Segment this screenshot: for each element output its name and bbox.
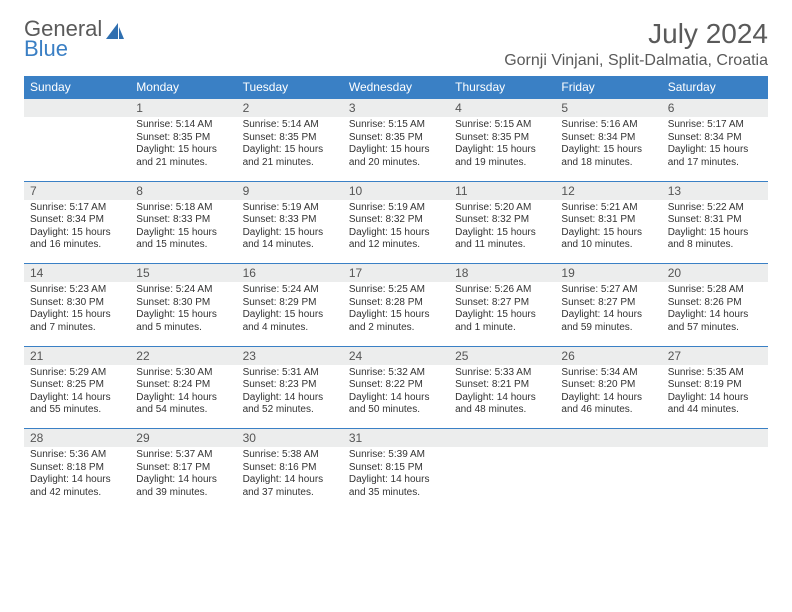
header: General Blue July 2024 Gornji Vinjani, S… (24, 18, 768, 70)
day-number: 10 (343, 181, 449, 200)
day-cell: Sunrise: 5:22 AM Sunset: 8:31 PM Dayligh… (662, 200, 768, 264)
location: Gornji Vinjani, Split-Dalmatia, Croatia (504, 52, 768, 70)
day-number: 7 (24, 181, 130, 200)
day-cell: Sunrise: 5:19 AM Sunset: 8:32 PM Dayligh… (343, 200, 449, 264)
day-number: 6 (662, 99, 768, 118)
day-cell: Sunrise: 5:20 AM Sunset: 8:32 PM Dayligh… (449, 200, 555, 264)
day-cell: Sunrise: 5:17 AM Sunset: 8:34 PM Dayligh… (662, 117, 768, 181)
month-title: July 2024 (504, 18, 768, 50)
day-number: 2 (237, 99, 343, 118)
weekday-header: Wednesday (343, 76, 449, 99)
day-number: 26 (555, 346, 661, 365)
day-number: 11 (449, 181, 555, 200)
day-content-row: Sunrise: 5:17 AM Sunset: 8:34 PM Dayligh… (24, 200, 768, 264)
day-number-row: 78910111213 (24, 181, 768, 200)
day-cell: Sunrise: 5:38 AM Sunset: 8:16 PM Dayligh… (237, 447, 343, 511)
day-cell: Sunrise: 5:28 AM Sunset: 8:26 PM Dayligh… (662, 282, 768, 346)
day-cell: Sunrise: 5:24 AM Sunset: 8:30 PM Dayligh… (130, 282, 236, 346)
day-cell: Sunrise: 5:14 AM Sunset: 8:35 PM Dayligh… (237, 117, 343, 181)
day-number: 1 (130, 99, 236, 118)
weekday-header: Saturday (662, 76, 768, 99)
day-cell: Sunrise: 5:14 AM Sunset: 8:35 PM Dayligh… (130, 117, 236, 181)
weekday-header: Monday (130, 76, 236, 99)
day-number (24, 99, 130, 118)
day-number: 28 (24, 429, 130, 448)
day-cell: Sunrise: 5:29 AM Sunset: 8:25 PM Dayligh… (24, 365, 130, 429)
day-number: 18 (449, 264, 555, 283)
day-cell: Sunrise: 5:31 AM Sunset: 8:23 PM Dayligh… (237, 365, 343, 429)
day-content-row: Sunrise: 5:14 AM Sunset: 8:35 PM Dayligh… (24, 117, 768, 181)
title-block: July 2024 Gornji Vinjani, Split-Dalmatia… (504, 18, 768, 70)
day-cell: Sunrise: 5:30 AM Sunset: 8:24 PM Dayligh… (130, 365, 236, 429)
day-number: 20 (662, 264, 768, 283)
day-cell: Sunrise: 5:18 AM Sunset: 8:33 PM Dayligh… (130, 200, 236, 264)
day-number: 22 (130, 346, 236, 365)
day-number: 5 (555, 99, 661, 118)
day-number-row: 14151617181920 (24, 264, 768, 283)
day-number-row: 123456 (24, 99, 768, 118)
day-cell: Sunrise: 5:19 AM Sunset: 8:33 PM Dayligh… (237, 200, 343, 264)
day-number: 14 (24, 264, 130, 283)
day-cell: Sunrise: 5:27 AM Sunset: 8:27 PM Dayligh… (555, 282, 661, 346)
day-cell (449, 447, 555, 511)
day-number (555, 429, 661, 448)
day-number: 25 (449, 346, 555, 365)
weekday-header-row: SundayMondayTuesdayWednesdayThursdayFrid… (24, 76, 768, 99)
day-cell: Sunrise: 5:33 AM Sunset: 8:21 PM Dayligh… (449, 365, 555, 429)
day-number: 31 (343, 429, 449, 448)
weekday-header: Thursday (449, 76, 555, 99)
day-cell: Sunrise: 5:36 AM Sunset: 8:18 PM Dayligh… (24, 447, 130, 511)
day-cell: Sunrise: 5:26 AM Sunset: 8:27 PM Dayligh… (449, 282, 555, 346)
day-number: 17 (343, 264, 449, 283)
day-number: 30 (237, 429, 343, 448)
day-number: 19 (555, 264, 661, 283)
day-cell (24, 117, 130, 181)
day-cell: Sunrise: 5:25 AM Sunset: 8:28 PM Dayligh… (343, 282, 449, 346)
day-number: 16 (237, 264, 343, 283)
day-cell: Sunrise: 5:35 AM Sunset: 8:19 PM Dayligh… (662, 365, 768, 429)
day-cell: Sunrise: 5:24 AM Sunset: 8:29 PM Dayligh… (237, 282, 343, 346)
day-number (662, 429, 768, 448)
day-number: 24 (343, 346, 449, 365)
day-cell: Sunrise: 5:16 AM Sunset: 8:34 PM Dayligh… (555, 117, 661, 181)
day-cell: Sunrise: 5:21 AM Sunset: 8:31 PM Dayligh… (555, 200, 661, 264)
day-number: 13 (662, 181, 768, 200)
day-content-row: Sunrise: 5:29 AM Sunset: 8:25 PM Dayligh… (24, 365, 768, 429)
day-cell: Sunrise: 5:15 AM Sunset: 8:35 PM Dayligh… (449, 117, 555, 181)
weekday-header: Sunday (24, 76, 130, 99)
day-number-row: 28293031 (24, 429, 768, 448)
day-number: 3 (343, 99, 449, 118)
logo-text-blue: Blue (24, 38, 102, 60)
day-cell: Sunrise: 5:17 AM Sunset: 8:34 PM Dayligh… (24, 200, 130, 264)
day-number: 4 (449, 99, 555, 118)
day-number: 9 (237, 181, 343, 200)
calendar-table: SundayMondayTuesdayWednesdayThursdayFrid… (24, 76, 768, 511)
day-number: 29 (130, 429, 236, 448)
day-cell (555, 447, 661, 511)
weekday-header: Tuesday (237, 76, 343, 99)
day-cell: Sunrise: 5:39 AM Sunset: 8:15 PM Dayligh… (343, 447, 449, 511)
weekday-header: Friday (555, 76, 661, 99)
day-number (449, 429, 555, 448)
day-cell: Sunrise: 5:34 AM Sunset: 8:20 PM Dayligh… (555, 365, 661, 429)
day-content-row: Sunrise: 5:36 AM Sunset: 8:18 PM Dayligh… (24, 447, 768, 511)
day-number: 12 (555, 181, 661, 200)
sail-icon (104, 21, 126, 48)
day-content-row: Sunrise: 5:23 AM Sunset: 8:30 PM Dayligh… (24, 282, 768, 346)
day-number: 21 (24, 346, 130, 365)
day-number: 8 (130, 181, 236, 200)
day-number-row: 21222324252627 (24, 346, 768, 365)
day-number: 27 (662, 346, 768, 365)
day-number: 15 (130, 264, 236, 283)
day-cell: Sunrise: 5:37 AM Sunset: 8:17 PM Dayligh… (130, 447, 236, 511)
day-number: 23 (237, 346, 343, 365)
logo: General Blue (24, 18, 126, 60)
day-cell: Sunrise: 5:32 AM Sunset: 8:22 PM Dayligh… (343, 365, 449, 429)
day-cell: Sunrise: 5:23 AM Sunset: 8:30 PM Dayligh… (24, 282, 130, 346)
day-cell: Sunrise: 5:15 AM Sunset: 8:35 PM Dayligh… (343, 117, 449, 181)
day-cell (662, 447, 768, 511)
